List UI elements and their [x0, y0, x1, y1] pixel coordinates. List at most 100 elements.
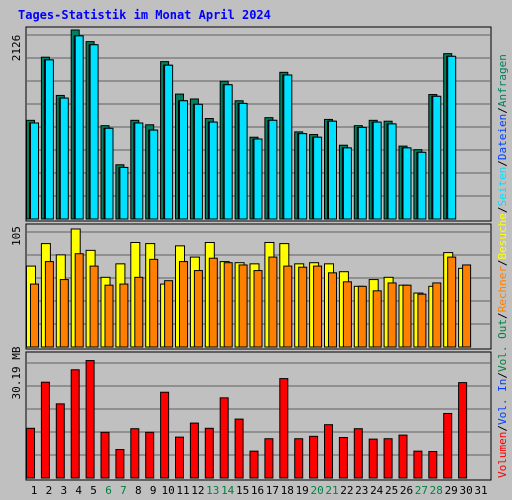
bar-seiten [149, 129, 159, 220]
bar-seiten [238, 102, 248, 220]
bar-seiten [74, 35, 84, 220]
legend-dateien: Dateien [496, 114, 509, 160]
legend-separator: / [496, 206, 509, 213]
x-axis-label: 21 [325, 484, 338, 497]
bar-volumen [413, 450, 423, 479]
bar-seiten [104, 127, 114, 220]
legend-separator: / [496, 160, 509, 167]
bar-volumen [55, 403, 65, 479]
bar-volumen [383, 438, 393, 479]
bar-seiten [59, 97, 69, 220]
legend-vol-out: Vol. Out [496, 319, 509, 372]
legend-separator: / [496, 312, 509, 319]
legend-separator: / [496, 259, 509, 266]
x-axis-label: 24 [370, 484, 384, 497]
bar-rechner [298, 266, 308, 348]
bar-seiten [223, 84, 233, 220]
bar-seiten [432, 95, 442, 220]
bar-rechner [134, 276, 144, 348]
bar-seiten [44, 59, 54, 220]
bar-rechner [253, 270, 263, 348]
bar-rechner [342, 281, 352, 348]
bar-seiten [119, 166, 129, 220]
x-axis-label: 2 [46, 484, 53, 497]
x-axis-label: 11 [176, 484, 189, 497]
bar-volumen [428, 451, 438, 479]
bar-volumen [26, 427, 35, 479]
bottom-y-tick-label: 30.19 MB [10, 346, 23, 399]
x-axis-label: 5 [90, 484, 97, 497]
bar-seiten [134, 122, 144, 220]
x-axis-label: 6 [105, 484, 112, 497]
bar-volumen [353, 428, 363, 479]
bar-rechner [432, 282, 442, 348]
x-axis-label: 7 [120, 484, 127, 497]
x-axis-label: 15 [236, 484, 249, 497]
x-axis-label: 14 [221, 484, 235, 497]
bar-volumen [130, 428, 140, 479]
bar-seiten [89, 44, 99, 220]
x-axis-label: 3 [60, 484, 67, 497]
bar-rechner [357, 285, 367, 348]
bar-seiten [208, 121, 218, 220]
bar-volumen [443, 412, 453, 479]
x-axis-label: 9 [150, 484, 157, 497]
bar-volumen [175, 436, 184, 479]
x-axis-label: 31 [474, 484, 487, 497]
chart-panels [25, 26, 492, 481]
legend-rechner: Rechner [496, 266, 509, 313]
bar-volumen [249, 450, 259, 479]
bar-seiten [417, 151, 427, 220]
x-axis-label: 28 [430, 484, 443, 497]
x-axis-label: 8 [135, 484, 142, 497]
bar-rechner [283, 265, 293, 348]
bar-seiten [193, 103, 203, 220]
bar-seiten [164, 64, 174, 220]
bar-rechner [193, 270, 203, 348]
bar-volumen [85, 360, 95, 479]
bar-volumen [145, 431, 155, 479]
bar-seiten [268, 119, 278, 220]
bar-rechner [59, 279, 69, 348]
bar-rechner [104, 284, 114, 348]
bar-seiten [283, 74, 293, 220]
x-axis-label: 22 [340, 484, 353, 497]
bar-seiten [447, 55, 457, 220]
bar-rechner [447, 256, 457, 348]
bar-volumen [294, 438, 304, 479]
bar-seiten [342, 147, 352, 220]
x-axis-label: 25 [385, 484, 398, 497]
bar-seiten [372, 121, 382, 220]
bar-rechner [462, 264, 472, 348]
x-axis-label: 30 [459, 484, 472, 497]
page-title: Tages-Statistik im Monat April 2024 [18, 8, 271, 22]
bar-rechner [268, 256, 278, 348]
x-axis-label: 23 [355, 484, 368, 497]
bar-rechner [417, 293, 427, 348]
bar-rechner [208, 257, 218, 348]
x-axis-label: 13 [206, 484, 219, 497]
x-axis-label: 19 [296, 484, 309, 497]
x-axis-label: 16 [251, 484, 264, 497]
bar-rechner [164, 280, 174, 348]
middle-y-tick-label: 105 [10, 226, 23, 246]
x-axis-label: 20 [310, 484, 323, 497]
legend-anfragen: Anfragen [496, 54, 509, 107]
bar-rechner [223, 262, 233, 348]
bar-volumen [458, 382, 468, 479]
chart-legend: Volumen/Vol. In/Vol. Out/Rechner/Besuche… [496, 54, 509, 478]
bar-volumen [398, 434, 408, 479]
bar-seiten [387, 123, 397, 220]
bar-volumen [189, 422, 199, 479]
bar-volumen [324, 424, 333, 479]
bar-seiten [402, 147, 412, 220]
x-axis-label: 27 [415, 484, 428, 497]
bar-rechner [402, 284, 412, 348]
bar-seiten [253, 138, 263, 220]
bar-volumen [234, 418, 244, 479]
bar-seiten [30, 122, 39, 220]
bar-volumen [70, 369, 80, 479]
bar-volumen [100, 431, 110, 479]
